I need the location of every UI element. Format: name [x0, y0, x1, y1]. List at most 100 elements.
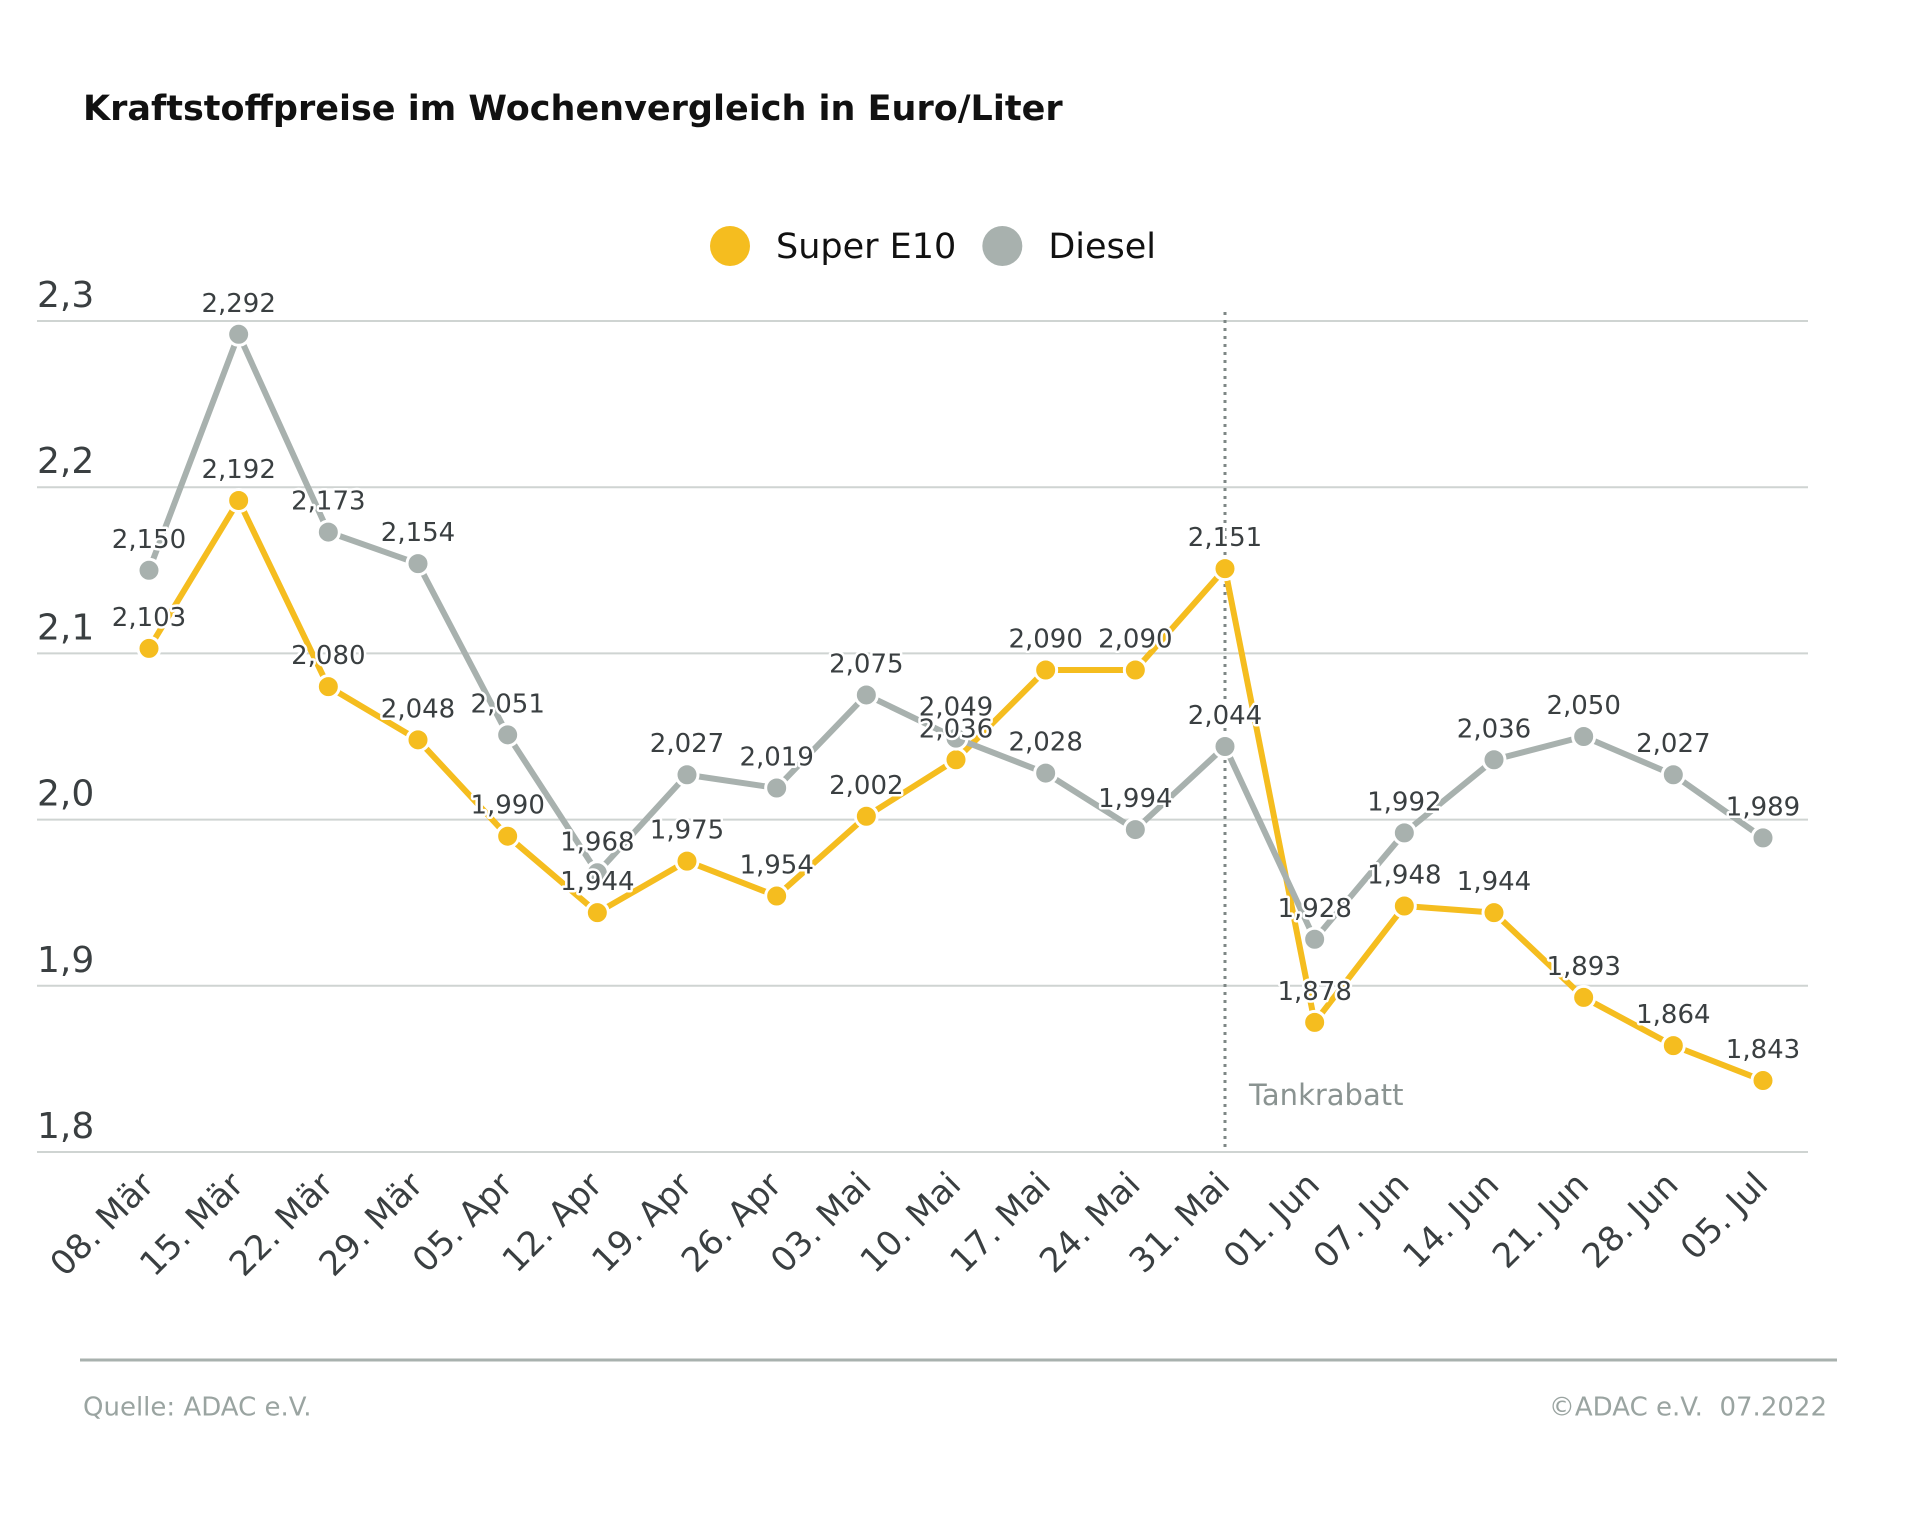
point [1122, 657, 1148, 683]
value-label: 2,154 [381, 518, 455, 548]
value-label: 2,027 [1636, 729, 1710, 759]
point [584, 860, 610, 886]
point [405, 551, 431, 577]
value-label: 2,027 [650, 729, 724, 759]
y-tick-label: 2,2 [37, 441, 94, 482]
x-tick-label: 19. Apr [584, 1165, 700, 1281]
point [674, 848, 700, 874]
value-label: 1,928 [1277, 894, 1351, 924]
legend-marker [710, 226, 750, 266]
value-label: 1,864 [1636, 1000, 1710, 1030]
point [1481, 900, 1507, 926]
value-label: 2,048 [381, 694, 455, 724]
x-tick-label: 21. Jun [1485, 1165, 1597, 1277]
x-tick-label: 03. Mai [763, 1165, 879, 1281]
y-tick-label: 1,9 [37, 940, 94, 981]
y-tick-label: 2,0 [37, 774, 94, 815]
point [136, 635, 162, 661]
point [674, 762, 700, 788]
point [584, 900, 610, 926]
x-tick-label: 05. Apr [405, 1165, 521, 1281]
legend-label: Diesel [1048, 227, 1156, 267]
legend-marker [982, 226, 1023, 266]
value-label: 2,036 [919, 714, 993, 744]
value-label: 1,954 [739, 851, 813, 881]
value-label: 2,075 [829, 649, 903, 679]
point [315, 519, 341, 545]
value-label: 1,944 [560, 867, 634, 897]
value-label: 2,051 [470, 689, 544, 719]
x-tick-label: 14. Jun [1395, 1165, 1507, 1277]
value-label: 2,044 [1188, 701, 1262, 731]
value-label: 2,049 [919, 693, 993, 723]
series-line [146, 331, 1765, 943]
point [495, 823, 521, 849]
x-tick-label: 12. Apr [495, 1165, 611, 1281]
value-label: 2,173 [291, 487, 365, 517]
point [1660, 762, 1686, 788]
y-tick-label: 2,1 [37, 607, 94, 648]
point [1033, 657, 1059, 683]
value-label: 2,080 [291, 641, 365, 671]
value-label: 2,036 [1457, 714, 1531, 744]
value-label: 2,151 [1188, 523, 1262, 553]
x-tick-label: 31. Mai [1122, 1165, 1238, 1281]
x-tick-label: 10. Mai [853, 1165, 969, 1281]
point [1571, 724, 1597, 749]
point [853, 682, 879, 708]
value-label: 2,019 [739, 743, 813, 773]
point [1660, 1033, 1686, 1059]
chart-title: Kraftstoffpreise im Wochenvergleich in E… [83, 89, 1063, 129]
value-label: 1,975 [650, 816, 724, 846]
legend-label: Super E10 [776, 227, 956, 267]
point [1033, 760, 1059, 786]
value-label: 1,990 [470, 791, 544, 821]
point [1750, 1068, 1776, 1094]
value-label: 2,292 [201, 289, 275, 319]
x-tick-label: 28. Jun [1575, 1165, 1687, 1277]
value-label: 2,050 [1546, 691, 1620, 721]
value-label: 1,992 [1367, 787, 1441, 817]
value-label: 1,948 [1367, 861, 1441, 891]
value-label: 2,150 [112, 525, 186, 555]
x-tick-label: 24. Mai [1032, 1165, 1148, 1281]
value-label: 1,893 [1546, 952, 1620, 982]
x-tick-label: 05. Jul [1673, 1165, 1776, 1268]
point [943, 725, 969, 751]
copyright: ©ADAC e.V. 07.2022 [1549, 1393, 1827, 1423]
x-tick-label: 17. Mai [942, 1165, 1058, 1281]
point [1750, 825, 1776, 851]
point [764, 883, 790, 909]
value-label: 1,878 [1277, 977, 1351, 1007]
point [226, 321, 252, 347]
value-label: 2,090 [1098, 625, 1172, 655]
x-tick-label: 01. Jun [1216, 1165, 1328, 1277]
point [315, 674, 341, 700]
source: Quelle: ADAC e.V. [83, 1393, 311, 1423]
point [226, 487, 252, 513]
point [1302, 926, 1328, 952]
annotation-label: Tankrabatt [1248, 1078, 1403, 1112]
value-label: 1,989 [1726, 792, 1800, 822]
point [943, 747, 969, 773]
point [1212, 556, 1238, 582]
value-label: 1,843 [1726, 1035, 1800, 1065]
x-tick-label: 07. Jun [1306, 1165, 1418, 1277]
value-label: 2,002 [829, 771, 903, 801]
y-tick-label: 1,8 [37, 1106, 94, 1147]
value-label: 1,944 [1457, 867, 1531, 897]
y-tick-label: 2,3 [37, 275, 94, 316]
point [1302, 1009, 1328, 1035]
value-label: 1,994 [1098, 784, 1172, 814]
point [853, 803, 879, 829]
value-label: 2,028 [1008, 728, 1082, 758]
value-label: 2,090 [1008, 625, 1082, 655]
series-line [146, 497, 1765, 1084]
value-label: 2,103 [112, 603, 186, 633]
point [1391, 820, 1417, 846]
point [405, 727, 431, 753]
point [136, 557, 162, 583]
point [764, 775, 790, 801]
point [1391, 893, 1417, 919]
